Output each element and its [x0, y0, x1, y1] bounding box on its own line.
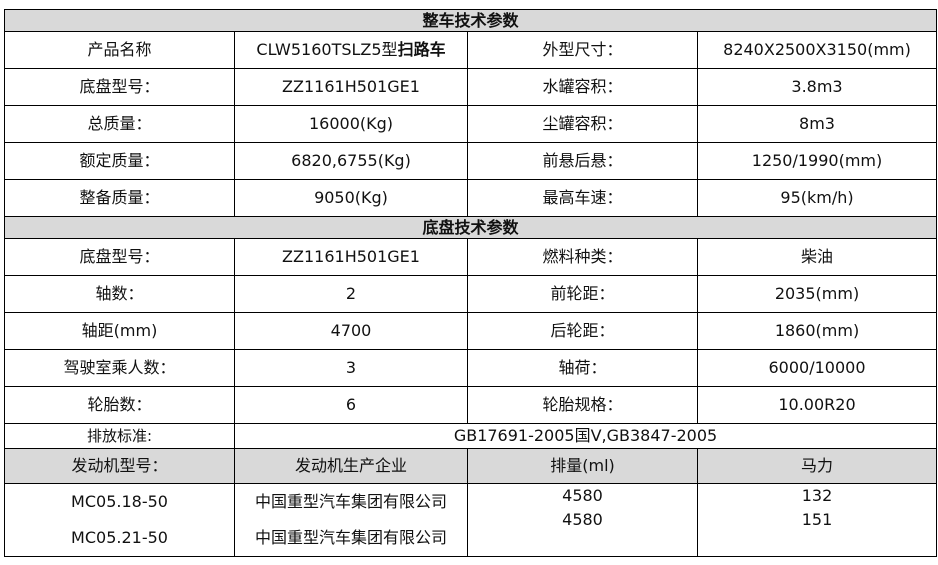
table-row: 底盘型号： ZZ1161H501GE1 燃料种类： 柴油: [4, 238, 938, 276]
engine-maker: 中国重型汽车集团有限公司: [254, 528, 447, 547]
spec-value: 6820,6755(Kg): [234, 142, 468, 180]
spec-label: 轴距(mm): [4, 312, 235, 350]
emission-label: 排放标准:: [4, 423, 235, 449]
spec-value: 6000/10000: [696, 349, 938, 387]
spec-value: 95(km/h): [696, 179, 938, 217]
product-model: CLW5160TSLZ5型: [256, 40, 398, 59]
spec-label: 最高车速：: [467, 179, 698, 217]
displacement: 4580: [562, 486, 603, 505]
spec-value: 柴油: [696, 238, 938, 276]
engine-header: 排量(ml): [467, 448, 698, 484]
table-row: 排放标准: GB17691-2005国Ⅴ,GB3847-2005: [4, 423, 938, 449]
spec-value: 10.00R20: [696, 386, 938, 424]
engine-header: 发动机型号：: [4, 448, 235, 484]
spec-value: 4700: [234, 312, 468, 350]
table-row: 底盘型号： ZZ1161H501GE1 水罐容积： 3.8m3: [4, 68, 938, 106]
spec-value: 6: [234, 386, 468, 424]
table-row: 额定质量： 6820,6755(Kg) 前悬后悬： 1250/1990(mm): [4, 142, 938, 180]
table-row: 整备质量： 9050(Kg) 最高车速： 95(km/h): [4, 179, 938, 217]
spec-label: 轴荷：: [467, 349, 698, 387]
engine-header: 马力: [696, 448, 938, 484]
spec-value: 3.8m3: [696, 68, 938, 106]
table-row: 轮胎数： 6 轮胎规格： 10.00R20: [4, 386, 938, 424]
spec-label: 整备质量：: [4, 179, 235, 217]
engine-row: MC05.18-50 MC05.21-50 中国重型汽车集团有限公司 中国重型汽车集团…: [4, 483, 938, 557]
spec-value: 2035(mm): [696, 275, 938, 313]
spec-label: 轮胎规格：: [467, 386, 698, 424]
section-title-chassis: 底盘技术参数: [3, 216, 938, 239]
table-row: 总质量： 16000(Kg) 尘罐容积： 8m3: [4, 105, 938, 143]
spec-label: 水罐容积：: [467, 68, 698, 106]
spec-label: 总质量：: [4, 105, 235, 143]
spec-label: 外型尺寸：: [467, 31, 698, 69]
engine-maker: 中国重型汽车集团有限公司: [254, 492, 447, 511]
spec-label: 前悬后悬：: [467, 142, 698, 180]
spec-value: ZZ1161H501GE1: [234, 68, 468, 106]
spec-value: 1860(mm): [696, 312, 938, 350]
spec-label: 燃料种类：: [467, 238, 698, 276]
emission-value: GB17691-2005国Ⅴ,GB3847-2005: [233, 423, 938, 449]
spec-label: 额定质量：: [4, 142, 235, 180]
engine-model: MC05.21-50: [71, 528, 168, 547]
spec-label: 后轮距：: [467, 312, 698, 350]
section-title-vehicle: 整车技术参数: [3, 9, 938, 32]
spec-value: 2: [234, 275, 468, 313]
spec-label: 轮胎数：: [4, 386, 235, 424]
spec-value: 8240X2500X3150(mm): [696, 31, 938, 69]
spec-value: 9050(Kg): [234, 179, 468, 217]
spec-label: 产品名称: [4, 31, 235, 69]
engine-header: 发动机生产企业: [234, 448, 468, 484]
spec-value: 3: [234, 349, 468, 387]
horsepower: 151: [801, 510, 833, 529]
spec-label: 底盘型号：: [4, 238, 235, 276]
table-row: 驾驶室乘人数： 3 轴荷： 6000/10000: [4, 349, 938, 387]
table-row: 轴距(mm) 4700 后轮距： 1860(mm): [4, 312, 938, 350]
engine-header-row: 发动机型号： 发动机生产企业 排量(ml) 马力: [4, 448, 938, 484]
spec-value: 8m3: [696, 105, 938, 143]
spec-value: 1250/1990(mm): [696, 142, 938, 180]
spec-label: 尘罐容积：: [467, 105, 698, 143]
spec-value: 16000(Kg): [234, 105, 468, 143]
product-type: 扫路车: [397, 40, 446, 59]
horsepower: 132: [801, 486, 833, 505]
spec-label: 驾驶室乘人数：: [4, 349, 235, 387]
spec-label: 前轮距：: [467, 275, 698, 313]
spec-value: CLW5160TSLZ5型扫路车: [234, 31, 468, 69]
spec-table: 整车技术参数 产品名称 CLW5160TSLZ5型扫路车 外型尺寸： 8240X250…: [3, 9, 938, 557]
table-row: 产品名称 CLW5160TSLZ5型扫路车 外型尺寸： 8240X2500X3150(…: [4, 31, 938, 69]
spec-label: 底盘型号：: [4, 68, 235, 106]
spec-label: 轴数：: [4, 275, 235, 313]
engine-model: MC05.18-50: [71, 492, 168, 511]
table-row: 轴数： 2 前轮距： 2035(mm): [4, 275, 938, 313]
spec-value: ZZ1161H501GE1: [234, 238, 468, 276]
displacement: 4580: [562, 510, 603, 529]
